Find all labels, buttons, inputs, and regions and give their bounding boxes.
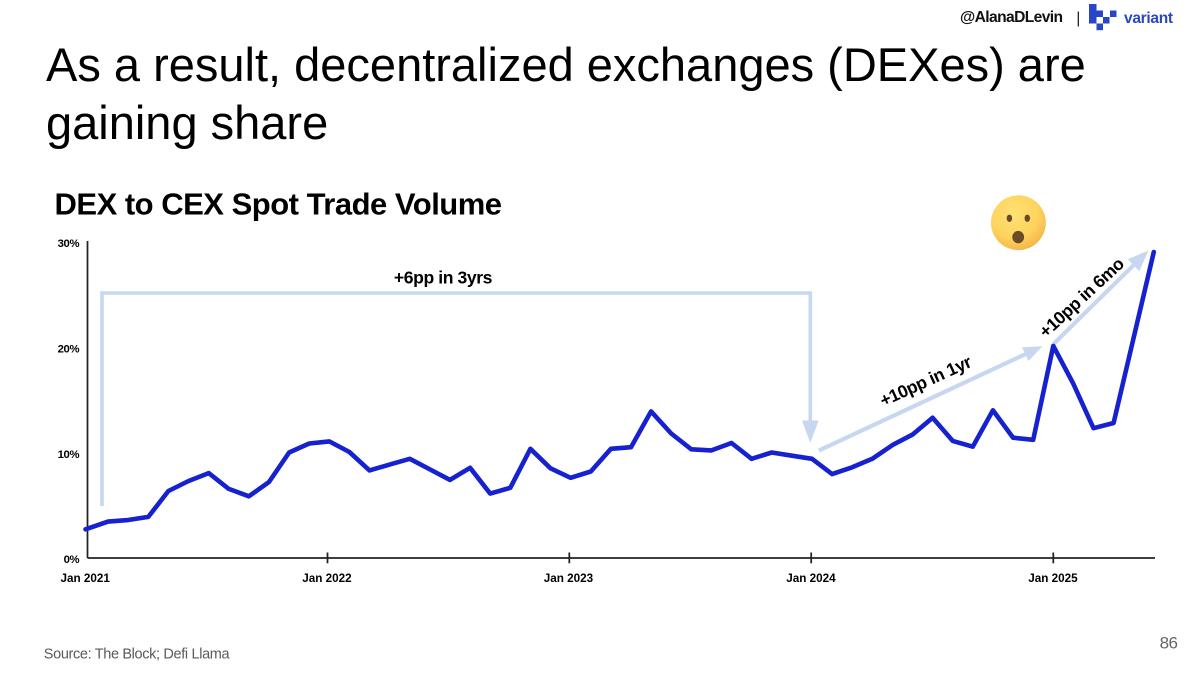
svg-text:30%: 30% xyxy=(58,238,80,250)
svg-text:Jan 2023: Jan 2023 xyxy=(544,572,594,585)
svg-text:@AlanaDLevin: @AlanaDLevin xyxy=(960,9,1063,26)
svg-text:10%: 10% xyxy=(58,449,80,461)
svg-text:gaining share: gaining share xyxy=(46,96,328,149)
svg-text:variant: variant xyxy=(1124,10,1173,27)
svg-text:86: 86 xyxy=(1160,633,1178,652)
svg-text:Source: The Block; Defi Llama: Source: The Block; Defi Llama xyxy=(44,646,231,662)
svg-text:|: | xyxy=(1076,10,1080,27)
svg-text:+6pp in 3yrs: +6pp in 3yrs xyxy=(394,268,493,288)
svg-text:+10pp in 6mo: +10pp in 6mo xyxy=(1035,253,1128,341)
svg-text:As a result, decentralized exc: As a result, decentralized exchanges (DE… xyxy=(46,38,1086,91)
svg-text:Jan 2021: Jan 2021 xyxy=(61,572,111,585)
svg-text:Jan 2025: Jan 2025 xyxy=(1028,572,1078,585)
svg-text:0%: 0% xyxy=(64,554,80,566)
svg-text:20%: 20% xyxy=(58,343,80,355)
svg-text:DEX to CEX Spot Trade Volume: DEX to CEX Spot Trade Volume xyxy=(55,186,502,221)
svg-text:Jan 2024: Jan 2024 xyxy=(786,572,836,585)
svg-text:Jan 2022: Jan 2022 xyxy=(302,572,352,585)
